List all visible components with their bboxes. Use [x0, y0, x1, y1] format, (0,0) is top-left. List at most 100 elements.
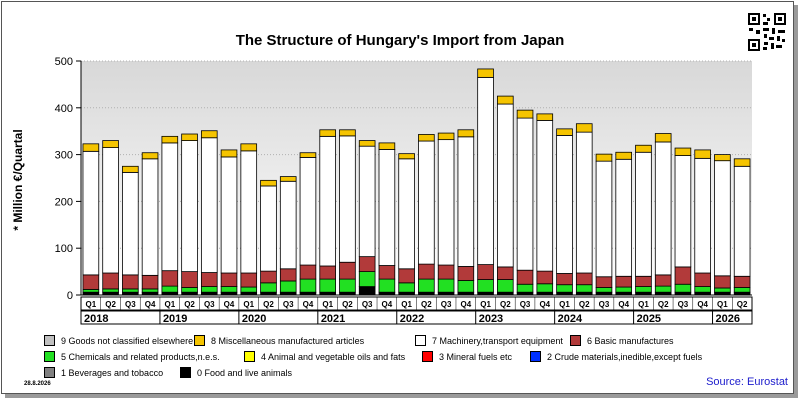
x-tick-label: Q3 [599, 300, 610, 309]
x-tick-label: Q2 [263, 300, 274, 309]
bar-segment [358, 286, 376, 296]
bar-segment [575, 123, 593, 133]
bar-segment [240, 143, 258, 152]
bar-segment [497, 95, 514, 105]
y-tick-label: 100 [55, 243, 73, 255]
legend-item-misc-manufactured: 8 Miscellaneous manufactured articles [194, 335, 364, 346]
x-tick-label: Q1 [164, 300, 175, 309]
bar-segment [141, 158, 159, 276]
legend-label: 8 Miscellaneous manufactured articles [211, 335, 365, 346]
x-tick-label: Q1 [243, 300, 254, 309]
bar-segment [339, 261, 356, 280]
legend-item-chemicals: 5 Chemicals and related products,n.e.s. [44, 351, 220, 362]
x-tick-label: Q4 [697, 300, 708, 309]
bar-segment [595, 160, 613, 278]
bar-segment [102, 272, 119, 290]
bar-segment [260, 270, 277, 284]
bar-segment [181, 271, 198, 288]
bar-segment [161, 135, 179, 144]
bar-segment [437, 278, 455, 293]
legend-label: 7 Machinery,transport equipment [432, 335, 563, 346]
x-tick-label: Q3 [441, 300, 452, 309]
bar-segment [122, 288, 139, 293]
source-credit: Source: Eurostat [706, 376, 788, 388]
bar-segment [418, 278, 435, 293]
bar-segment [418, 263, 435, 280]
bar-segment [733, 275, 751, 288]
bar-segment [418, 140, 435, 265]
bar-segment [575, 131, 593, 274]
legend-label: 3 Mineral fuels etc [439, 351, 513, 362]
bar-segment [299, 264, 317, 280]
bar-segment [674, 147, 692, 156]
legend-item-oils-fats: 4 Animal and vegetable oils and fats [244, 351, 405, 362]
x-tick-label: Q4 [145, 300, 156, 309]
bar-segment [615, 286, 633, 293]
x-tick-label: Q2 [500, 300, 511, 309]
bar-segment [82, 143, 100, 152]
bar-segment [714, 287, 731, 293]
bar-segment [161, 270, 179, 287]
legend-label: 4 Animal and vegetable oils and fats [261, 351, 406, 362]
x-tick-label: Q4 [461, 300, 472, 309]
bar-segment [615, 158, 633, 277]
bar-segment [516, 269, 534, 285]
legend-item-crude-materials: 2 Crude materials,inedible,except fuels [530, 351, 702, 362]
bar-segment [220, 149, 238, 158]
x-tick-label: Q3 [678, 300, 689, 309]
legend-swatch [44, 351, 55, 362]
bar-segment [102, 140, 119, 148]
bar-segment [497, 266, 514, 280]
bar-segment [339, 129, 356, 137]
bar-segment [299, 278, 317, 293]
bar-segment [358, 271, 376, 287]
x-tick-label: Q1 [717, 300, 728, 309]
legend-item-basic-manufactures: 6 Basic manufactures [570, 335, 674, 346]
bar-segment [497, 279, 514, 293]
x-tick-label: Q1 [86, 300, 97, 309]
bar-segment [615, 275, 633, 288]
bar-segment [398, 268, 415, 284]
x-tick-label: Q3 [125, 300, 136, 309]
bar-segment [694, 149, 711, 159]
bar-segment [595, 287, 613, 293]
legend-swatch [44, 335, 55, 346]
bar-segment [319, 129, 336, 137]
bar-segment [260, 179, 277, 187]
x-tick-label: Q4 [539, 300, 550, 309]
bar-segment [733, 287, 751, 293]
bar-segment [556, 284, 573, 293]
chart-title: The Structure of Hungary's Import from J… [235, 32, 565, 49]
bar-segment [556, 128, 573, 136]
bar-segment [437, 132, 455, 141]
legend-item-mineral-fuels: 3 Mineral fuels etc [422, 351, 512, 362]
legend-swatch [194, 335, 205, 346]
bar-segment [635, 151, 652, 277]
bar-segment [516, 109, 534, 119]
bar-segment [418, 134, 435, 142]
bar-segment [536, 120, 554, 272]
bar-segment [339, 278, 356, 293]
bar-segment [398, 282, 415, 293]
year-label: 2018 [84, 313, 108, 325]
legend-item-machinery: 7 Machinery,transport equipment [415, 335, 563, 346]
x-tick-label: Q3 [204, 300, 215, 309]
bar-segment [82, 150, 100, 276]
year-label: 2019 [163, 313, 187, 325]
bar-segment [260, 185, 277, 272]
bar-segment [733, 158, 751, 167]
bar-segment [477, 68, 494, 78]
legend-swatch [244, 351, 255, 362]
bar-segment [299, 157, 317, 266]
bar-segment [200, 137, 218, 273]
bar-segment [82, 274, 100, 290]
bar-segment [477, 76, 494, 265]
bar-segment [497, 103, 514, 268]
year-label: 2026 [716, 313, 740, 325]
legend-swatch [180, 367, 191, 378]
bar-segment [615, 151, 633, 160]
legend-swatch [415, 335, 426, 346]
bar-segment [122, 165, 139, 173]
bar-segment [635, 286, 652, 293]
x-tick-label: Q4 [224, 300, 235, 309]
